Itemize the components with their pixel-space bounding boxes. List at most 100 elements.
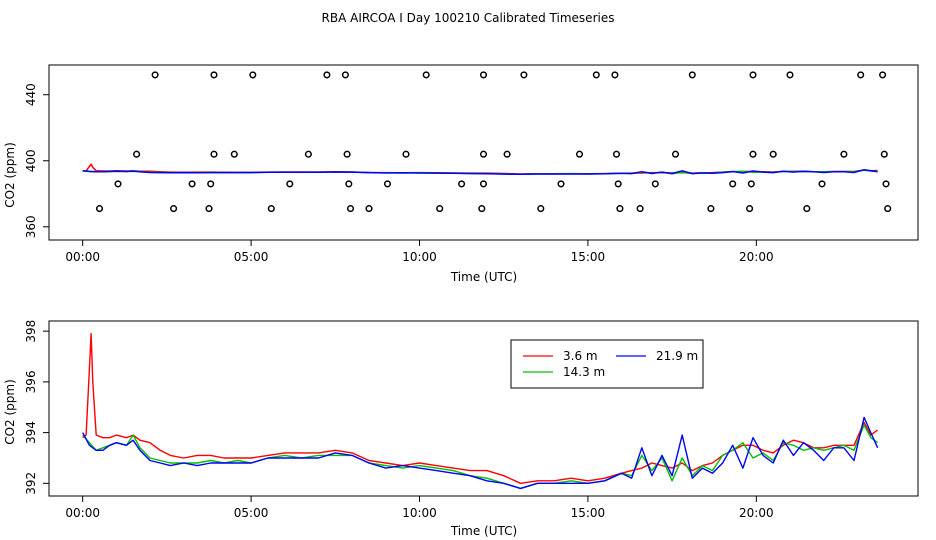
calibration-point-452-13-06 (520, 71, 528, 79)
calibration-point-452-21-00 (786, 71, 794, 79)
top-xtick-label-4: 20:00 (739, 250, 774, 264)
panel-calibration-overview: 00:00 05:00 10:00 15:00 20:00 360 400 440 Time… (3, 64, 919, 284)
calibration-point-452-23-45 (879, 71, 887, 79)
calibration-point-386-17-00 (651, 180, 659, 188)
calibration-point-404-03-54 (210, 150, 218, 158)
calibration-point-452-05-03 (249, 71, 257, 79)
calibration-point-452-15-48 (611, 71, 619, 79)
calibration-point-386-07-54 (345, 180, 353, 188)
series-lines-top (82, 163, 878, 176)
calibration-point-452-15-15 (592, 71, 600, 79)
calibration-point-404-19-54 (749, 150, 757, 158)
y-axis-top: 360 400 440 (24, 83, 49, 238)
calibration-point-371-05-36 (267, 205, 275, 213)
y-axis-label-bottom: CO2 (ppm) (3, 379, 17, 445)
plot-frame-top (48, 64, 919, 241)
top-xtick-label-3: 15:00 (571, 250, 606, 264)
top-xtick-label-1: 05:00 (234, 250, 269, 264)
legend: 3.6 m 14.3 m 21.9 m (510, 339, 704, 389)
bottom-ytick-label-1: 394 (24, 421, 38, 444)
calibration-points (95, 71, 892, 213)
legend-box (510, 339, 704, 389)
calibration-point-452-07-15 (323, 71, 331, 79)
calibration-point-404-01-36 (133, 150, 141, 158)
calibration-point-371-23-54 (884, 205, 892, 213)
bottom-xtick-label-0: 00:00 (65, 506, 100, 520)
top-ytick-label-2: 440 (24, 83, 38, 106)
calibration-point-371-13-36 (537, 205, 545, 213)
calibration-point-386-01-03 (114, 180, 122, 188)
calibration-point-371-19-48 (746, 205, 754, 213)
calibration-point-452-18-06 (688, 71, 696, 79)
calibration-point-371-16-33 (636, 205, 644, 213)
series-line-21-9-m (82, 416, 879, 490)
calibration-point-371-00-30 (95, 205, 104, 213)
calibration-point-371-07-57 (346, 205, 355, 213)
x-axis-bottom: 00:00 05:00 10:00 15:00 20:00 (65, 496, 774, 520)
calibration-point-452-23-06 (857, 71, 865, 79)
calibration-point-371-03-45 (205, 205, 213, 213)
calibration-point-371-02-42 (170, 205, 178, 213)
calibration-point-386-14-12 (557, 180, 565, 188)
calibration-point-404-22-36 (840, 150, 848, 158)
calibration-point-452-07-48 (341, 71, 349, 79)
series-line-3-6-m (82, 333, 879, 484)
top-xtick-label-2: 10:00 (402, 250, 437, 264)
calibration-point-452-11-54 (479, 71, 488, 79)
calibration-point-371-08-30 (365, 205, 373, 213)
calibration-point-452-03-54 (210, 71, 218, 79)
calibration-point-404-23-48 (880, 150, 888, 158)
bottom-xtick-label-1: 05:00 (234, 506, 269, 520)
calibration-point-404-06-42 (304, 150, 312, 158)
calibration-point-404-11-54 (479, 150, 488, 158)
calibration-point-386-19-18 (729, 180, 737, 188)
bottom-xtick-label-4: 20:00 (739, 506, 774, 520)
x-axis-label-bottom: Time (UTC) (450, 524, 517, 538)
calibration-point-404-20-30 (769, 150, 777, 158)
calibration-point-404-17-36 (671, 150, 680, 158)
calibration-point-371-15-57 (616, 205, 624, 213)
legend-label-21-9m: 21.9 m (656, 349, 698, 363)
top-ytick-label-1: 400 (24, 149, 38, 172)
calibration-point-404-07-51 (343, 150, 351, 158)
calibration-point-452-19-54 (749, 71, 757, 79)
bottom-ytick-label-3: 398 (24, 320, 38, 343)
calibration-point-404-12-36 (503, 150, 511, 158)
overview-line-21-9-m (82, 168, 878, 176)
panel-tower-levels: 00:00 05:00 10:00 15:00 20:00 392 394 396 398 T… (3, 320, 919, 538)
calibration-point-371-18-39 (707, 205, 715, 213)
calibration-point-404-14-45 (575, 150, 584, 158)
y-axis-bottom: 392 394 396 398 (24, 320, 49, 495)
calibration-point-452-10-12 (422, 71, 430, 79)
calibration-point-371-21-30 (803, 205, 811, 213)
bottom-xtick-label-3: 15:00 (571, 506, 606, 520)
y-axis-label-top: CO2 (ppm) (3, 142, 17, 208)
calibration-point-386-06-09 (286, 180, 294, 188)
figure-title: RBA AIRCOA I Day 100210 Calibrated Times… (322, 11, 615, 25)
calibration-point-386-11-15 (458, 180, 466, 188)
calibration-point-386-15-54 (614, 180, 622, 188)
calibration-point-386-23-51 (882, 180, 890, 188)
calibration-point-404-15-51 (612, 150, 621, 158)
calibration-point-371-11-51 (478, 205, 486, 213)
calibration-point-386-09-03 (383, 180, 392, 188)
calibration-point-452-02-09 (151, 71, 159, 79)
calibration-point-386-21-57 (818, 180, 826, 188)
x-axis-label-top: Time (UTC) (450, 270, 517, 284)
x-axis-top: 00:00 05:00 10:00 15:00 20:00 (65, 240, 774, 264)
bottom-ytick-label-2: 396 (24, 370, 38, 393)
top-xtick-label-0: 00:00 (65, 250, 100, 264)
bottom-ytick-label-0: 392 (24, 472, 38, 495)
bottom-xtick-label-2: 10:00 (402, 506, 437, 520)
calibration-point-404-09-36 (402, 150, 410, 158)
calibration-point-386-03-48 (207, 180, 215, 188)
series-lines-bottom (82, 333, 879, 490)
legend-label-14-3m: 14.3 m (563, 365, 605, 379)
plot-frame-bottom (48, 320, 919, 497)
calibration-point-386-03-15 (188, 180, 196, 188)
top-ytick-label-0: 360 (24, 215, 38, 238)
calibration-point-404-04-30 (230, 150, 238, 158)
calibration-point-386-19-51 (747, 180, 755, 188)
calibration-point-371-10-36 (436, 205, 444, 213)
